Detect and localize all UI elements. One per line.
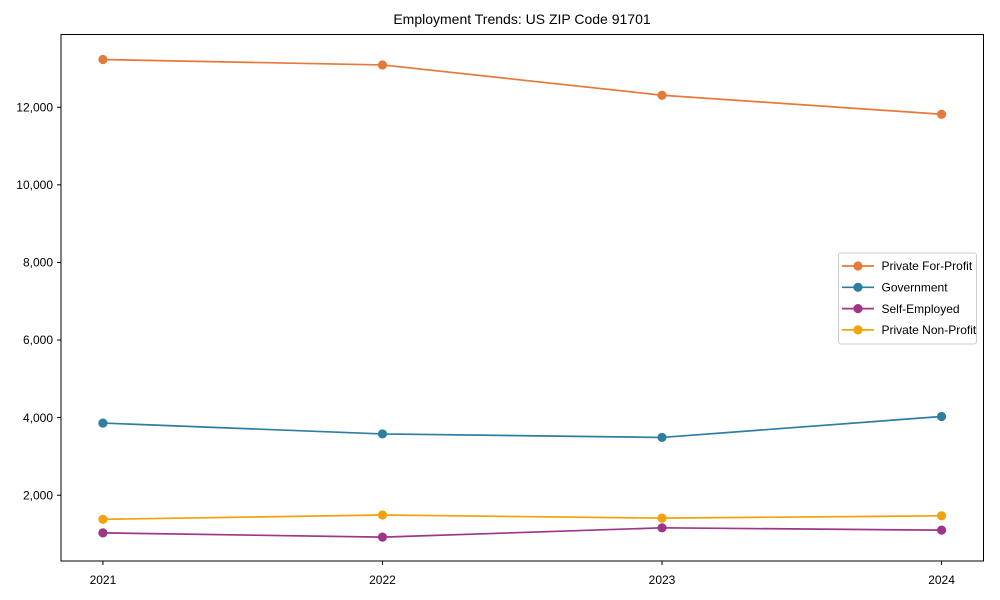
data-point-marker — [657, 90, 667, 100]
data-point-marker — [936, 525, 947, 535]
series-line — [102, 415, 943, 439]
data-point-marker — [657, 432, 667, 443]
data-point-marker — [936, 511, 947, 521]
series-self-employed — [98, 523, 947, 542]
series-line — [102, 514, 943, 521]
legend-box — [838, 252, 977, 345]
legend: Private For-Profit Government Self-Employe… — [838, 252, 977, 345]
x-tick-label: 2023 — [649, 573, 676, 587]
chart-title: Employment Trends: US ZIP Code 91701 — [393, 11, 651, 27]
legend-entry: Self-Employed — [842, 302, 960, 316]
x-axis: 2021 2022 2023 2024 — [90, 561, 955, 587]
data-point-marker — [657, 523, 667, 533]
x-tick-label: 2024 — [928, 573, 955, 587]
series-line — [102, 526, 943, 538]
x-tick-label: 2022 — [369, 573, 396, 587]
data-point-marker — [98, 528, 108, 538]
y-tick-label: 2,000 — [23, 488, 53, 502]
legend-entry: Government — [842, 281, 948, 295]
legend-marker — [853, 304, 863, 314]
x-tick-label: 2021 — [90, 573, 117, 587]
data-point-marker — [98, 418, 108, 428]
series-private-for-profit — [98, 54, 947, 119]
y-tick-label: 4,000 — [23, 411, 53, 425]
legend-entry: Private For-Profit — [842, 259, 973, 273]
data-point-marker — [657, 513, 667, 523]
plot-area: 2,000 4,000 6,000 8,000 10,000 12,000 2021 2022… — [16, 34, 984, 587]
y-axis: 2,000 4,000 6,000 8,000 10,000 12,000 — [16, 100, 61, 502]
legend-label: Private Non-Profit — [882, 323, 977, 337]
data-point-marker — [936, 411, 947, 422]
y-tick-label: 8,000 — [23, 256, 53, 270]
data-point-marker — [98, 514, 108, 524]
data-point-marker — [936, 109, 947, 119]
y-tick-label: 12,000 — [16, 100, 53, 114]
plot-border — [60, 34, 984, 562]
y-tick-label: 10,000 — [16, 178, 53, 192]
data-point-marker — [377, 532, 388, 542]
y-tick-label: 6,000 — [23, 333, 53, 347]
data-point-marker — [98, 54, 108, 65]
data-point-marker — [377, 429, 388, 439]
data-point-marker — [377, 510, 388, 520]
data-point-marker — [377, 60, 388, 70]
legend-label: Self-Employed — [882, 302, 960, 316]
legend-label: Government — [882, 281, 949, 295]
legend-marker — [853, 261, 863, 271]
series-government — [98, 411, 947, 443]
legend-label: Private For-Profit — [882, 259, 973, 273]
legend-marker — [853, 282, 863, 292]
series-line — [102, 58, 943, 116]
series-private-non-profit — [98, 510, 947, 524]
legend-entry: Private Non-Profit — [842, 323, 977, 337]
legend-marker — [853, 325, 863, 335]
